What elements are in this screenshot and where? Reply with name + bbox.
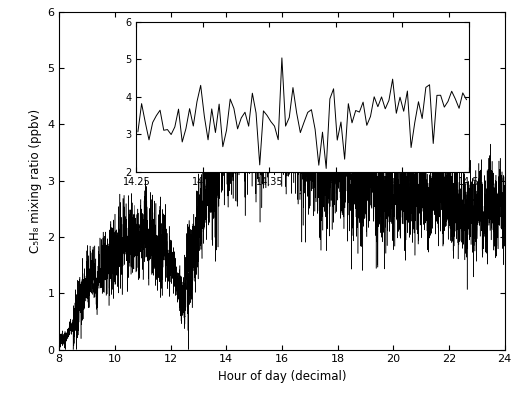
Y-axis label: C₅H₈ mixing ratio (ppbv): C₅H₈ mixing ratio (ppbv) — [29, 109, 42, 253]
X-axis label: Hour of day (decimal): Hour of day (decimal) — [218, 370, 346, 383]
